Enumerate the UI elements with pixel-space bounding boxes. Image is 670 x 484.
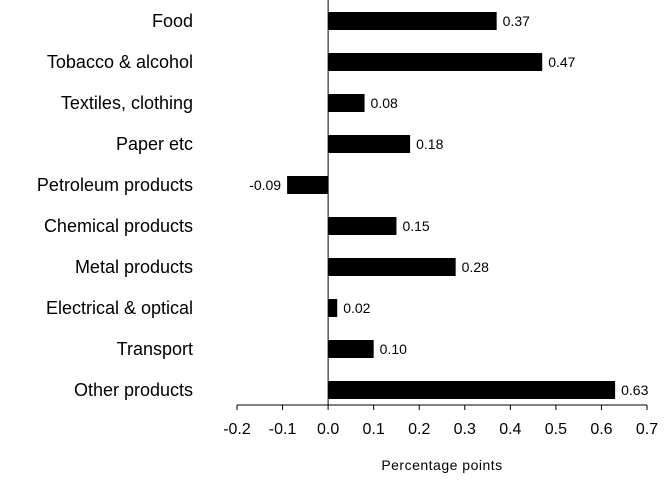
category-label: Chemical products [44, 216, 193, 236]
value-label: 0.63 [621, 382, 648, 398]
x-tick-label: 0.1 [363, 421, 385, 438]
category-label: Other products [74, 380, 193, 400]
value-label: 0.47 [548, 54, 575, 70]
bar [328, 340, 374, 358]
value-label: -0.09 [249, 177, 281, 193]
value-label: 0.18 [416, 136, 443, 152]
category-label: Tobacco & alcohol [47, 52, 193, 72]
bar [328, 217, 397, 235]
labels-layer: Food 0.37 Tobacco & alcohol 0.47 Textiles, c… [37, 11, 658, 473]
x-tick-label: -0.1 [269, 421, 297, 438]
bars-layer [287, 12, 616, 399]
category-label: Textiles, clothing [61, 93, 193, 113]
bar [328, 381, 616, 399]
x-tick-label: 0.7 [636, 421, 658, 438]
bar [328, 94, 365, 112]
category-label: Petroleum products [37, 175, 193, 195]
x-tick-label: 0.0 [317, 421, 339, 438]
category-label: Electrical & optical [46, 298, 193, 318]
value-label: 0.08 [371, 95, 398, 111]
category-label: Metal products [75, 257, 193, 277]
x-axis-title: Percentage points [381, 457, 502, 473]
bar [328, 258, 456, 276]
value-label: 0.37 [503, 13, 530, 29]
value-label: 0.10 [380, 341, 407, 357]
category-label: Food [152, 11, 193, 31]
x-tick-label: 0.2 [408, 421, 430, 438]
x-tick-label: -0.2 [223, 421, 251, 438]
x-tick-label: 0.5 [545, 421, 567, 438]
x-tick-label: 0.4 [499, 421, 521, 438]
category-label: Transport [117, 339, 193, 359]
axis-layer [236, 0, 648, 410]
x-tick-label: 0.6 [590, 421, 612, 438]
value-label: 0.02 [343, 300, 370, 316]
bar [328, 135, 411, 153]
value-label: 0.28 [462, 259, 489, 275]
bar [328, 299, 338, 317]
bar [287, 176, 329, 194]
bar [328, 53, 543, 71]
category-label: Paper etc [116, 134, 193, 154]
bar [328, 12, 497, 30]
value-label: 0.15 [402, 218, 429, 234]
x-tick-label: 0.3 [454, 421, 476, 438]
